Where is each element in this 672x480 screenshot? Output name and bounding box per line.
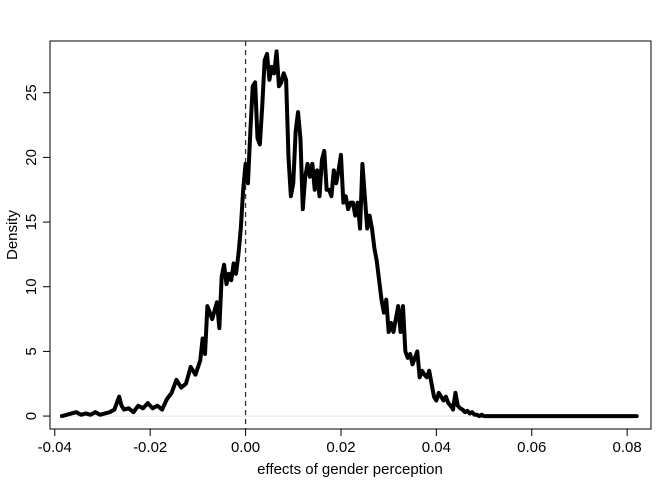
x-tick-label: 0.02 [326,439,355,456]
density-curve [59,49,639,419]
x-axis-title: effects of gender perception [257,461,443,478]
y-tick-label: 20 [23,149,40,166]
y-tick-label: 5 [23,347,40,355]
y-tick-label: 10 [23,278,40,295]
series-layer [59,49,639,419]
x-tick-label: 0.06 [517,439,546,456]
x-axis: -0.04 -0.02 0.00 0.02 0.04 0.06 0.08 [38,428,642,456]
x-tick-label: -0.02 [133,439,167,456]
reference-lines [61,41,640,429]
plot-frame [49,40,652,430]
y-tick-label: 25 [23,84,40,101]
x-tick-label: 0.08 [613,439,642,456]
y-axis: 0 5 10 15 20 25 [23,84,51,420]
y-tick-label: 15 [23,214,40,231]
y-axis-title: Density [4,209,21,260]
y-tick-label: 0 [23,412,40,420]
x-tick-label: 0.00 [231,439,260,456]
x-tick-label: -0.04 [38,439,72,456]
x-tick-label: 0.04 [422,439,451,456]
